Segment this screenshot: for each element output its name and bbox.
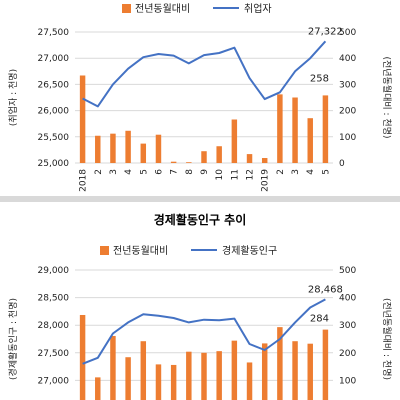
- bar: [186, 351, 192, 400]
- bar: [110, 335, 116, 400]
- bar: [155, 364, 162, 400]
- left-tick-label: 27,500: [38, 349, 70, 359]
- bar: [292, 97, 298, 163]
- x-tick-label: 4: [306, 169, 316, 175]
- left-tick-label: 26,000: [38, 107, 70, 117]
- employment-chart: 전년동월대비 취업자 25,000 25,500 26,000 26,500 27,000 2…: [8, 2, 393, 192]
- right-tick-label: 300: [339, 80, 356, 90]
- legend-bar-label: 전년동월대비: [113, 245, 168, 257]
- bar: [277, 327, 283, 400]
- chart-title: 경제활동인구 추이: [154, 212, 247, 227]
- x-tick-label: 2: [276, 169, 286, 175]
- bar: [277, 94, 283, 163]
- legend-line-label: 경제활동인구: [222, 244, 277, 257]
- left-tick-label: 25,500: [38, 133, 70, 143]
- bar: [261, 343, 268, 400]
- legend-line-label: 취업자: [244, 2, 272, 15]
- bar: [246, 362, 253, 400]
- bar: [140, 143, 147, 163]
- left-tick-label: 26,500: [38, 80, 70, 90]
- x-tick-label: 10: [215, 169, 225, 181]
- legend-bar-label: 전년동월대비: [135, 3, 190, 15]
- bar: [125, 130, 131, 163]
- right-tick-label: 200: [339, 349, 356, 359]
- bar: [261, 158, 268, 163]
- x-tick-label: 9: [200, 169, 210, 175]
- line-series: [82, 298, 326, 365]
- bar: [231, 119, 238, 163]
- data-label: 28,468: [308, 284, 343, 295]
- right-tick-label: 100: [339, 133, 356, 143]
- x-tick-label: 2: [94, 169, 104, 175]
- bar: [216, 146, 222, 163]
- left-tick-label: 27,500: [38, 28, 70, 38]
- legend-bar-swatch: [122, 4, 131, 13]
- data-label: 258: [310, 73, 329, 84]
- x-tick-label: 6: [154, 169, 164, 175]
- right-axis-title: (전년동월대비 : 천명): [381, 298, 393, 380]
- bar: [201, 352, 207, 400]
- bar: [170, 161, 177, 163]
- bar: [292, 341, 298, 400]
- right-tick-label: 400: [339, 294, 356, 304]
- bar: [201, 151, 207, 163]
- x-tick-label: 5: [321, 169, 331, 175]
- line-series: [82, 40, 327, 108]
- left-axis-title: (취업자 : 천명): [8, 69, 19, 126]
- bar: [140, 341, 147, 400]
- x-tick-label: 3: [109, 169, 119, 175]
- left-tick-label: 27,000: [38, 376, 70, 386]
- bar: [322, 329, 329, 400]
- bar: [246, 154, 253, 163]
- bar: [307, 343, 313, 400]
- bar: [231, 340, 238, 400]
- bar: [155, 134, 162, 163]
- left-tick-label: 25,000: [38, 159, 70, 169]
- data-label: 284: [310, 314, 329, 325]
- left-tick-label: 27,000: [38, 54, 70, 64]
- x-tick-label: 4: [124, 169, 134, 175]
- left-axis-title: (경제활동인구 : 천명): [7, 298, 19, 380]
- x-tick-label: 3: [291, 169, 301, 175]
- bar: [186, 162, 192, 163]
- bar: [125, 357, 131, 400]
- x-tick-label: 5: [139, 169, 149, 175]
- x-tick-label: 12: [246, 169, 256, 180]
- x-tick-label: 8: [185, 169, 195, 175]
- bar: [216, 351, 222, 400]
- right-tick-label: 100: [339, 376, 356, 386]
- bar: [322, 95, 329, 163]
- x-tick-label: 7: [170, 169, 180, 175]
- bar: [307, 118, 313, 163]
- left-tick-label: 29,000: [38, 266, 70, 276]
- legend-bar-swatch: [100, 246, 109, 255]
- bar: [110, 133, 116, 163]
- left-tick-label: 28,000: [38, 321, 70, 331]
- bar: [95, 135, 101, 163]
- bar: [79, 75, 86, 163]
- right-tick-label: 500: [339, 28, 356, 38]
- bar: [170, 364, 177, 400]
- right-axis-title: (전년동월대비 : 천명): [381, 56, 393, 138]
- x-tick-label: 2018: [79, 169, 89, 192]
- panel-divider: [0, 196, 400, 202]
- bar: [79, 314, 86, 400]
- right-tick-label: 200: [339, 107, 356, 117]
- right-tick-label: 0: [339, 159, 345, 169]
- right-tick-label: 500: [339, 266, 356, 276]
- x-tick-label: 2019: [261, 169, 271, 192]
- right-tick-label: 300: [339, 321, 356, 331]
- x-tick-label: 11: [230, 169, 240, 180]
- left-tick-label: 28,500: [38, 294, 70, 304]
- right-tick-label: 400: [339, 54, 356, 64]
- data-label: 27,322: [308, 26, 343, 37]
- bar: [95, 377, 101, 400]
